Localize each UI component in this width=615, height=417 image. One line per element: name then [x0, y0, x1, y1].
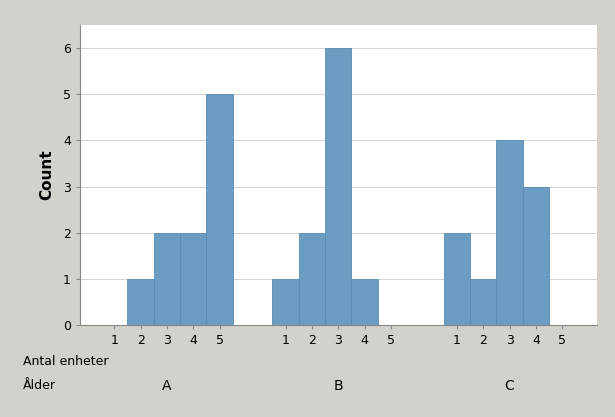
Bar: [523, 187, 549, 325]
Bar: [207, 94, 233, 325]
Bar: [443, 233, 470, 325]
Text: B: B: [333, 379, 343, 393]
Bar: [299, 233, 325, 325]
Y-axis label: Count: Count: [39, 150, 55, 201]
Bar: [180, 233, 207, 325]
Bar: [127, 279, 154, 325]
Bar: [272, 279, 299, 325]
Text: Ålder: Ålder: [23, 379, 56, 392]
Bar: [351, 279, 378, 325]
Bar: [496, 141, 523, 325]
Bar: [470, 279, 496, 325]
Text: C: C: [505, 379, 514, 393]
Text: Antal enheter: Antal enheter: [23, 355, 109, 368]
Bar: [154, 233, 180, 325]
Text: A: A: [162, 379, 172, 393]
Bar: [325, 48, 351, 325]
